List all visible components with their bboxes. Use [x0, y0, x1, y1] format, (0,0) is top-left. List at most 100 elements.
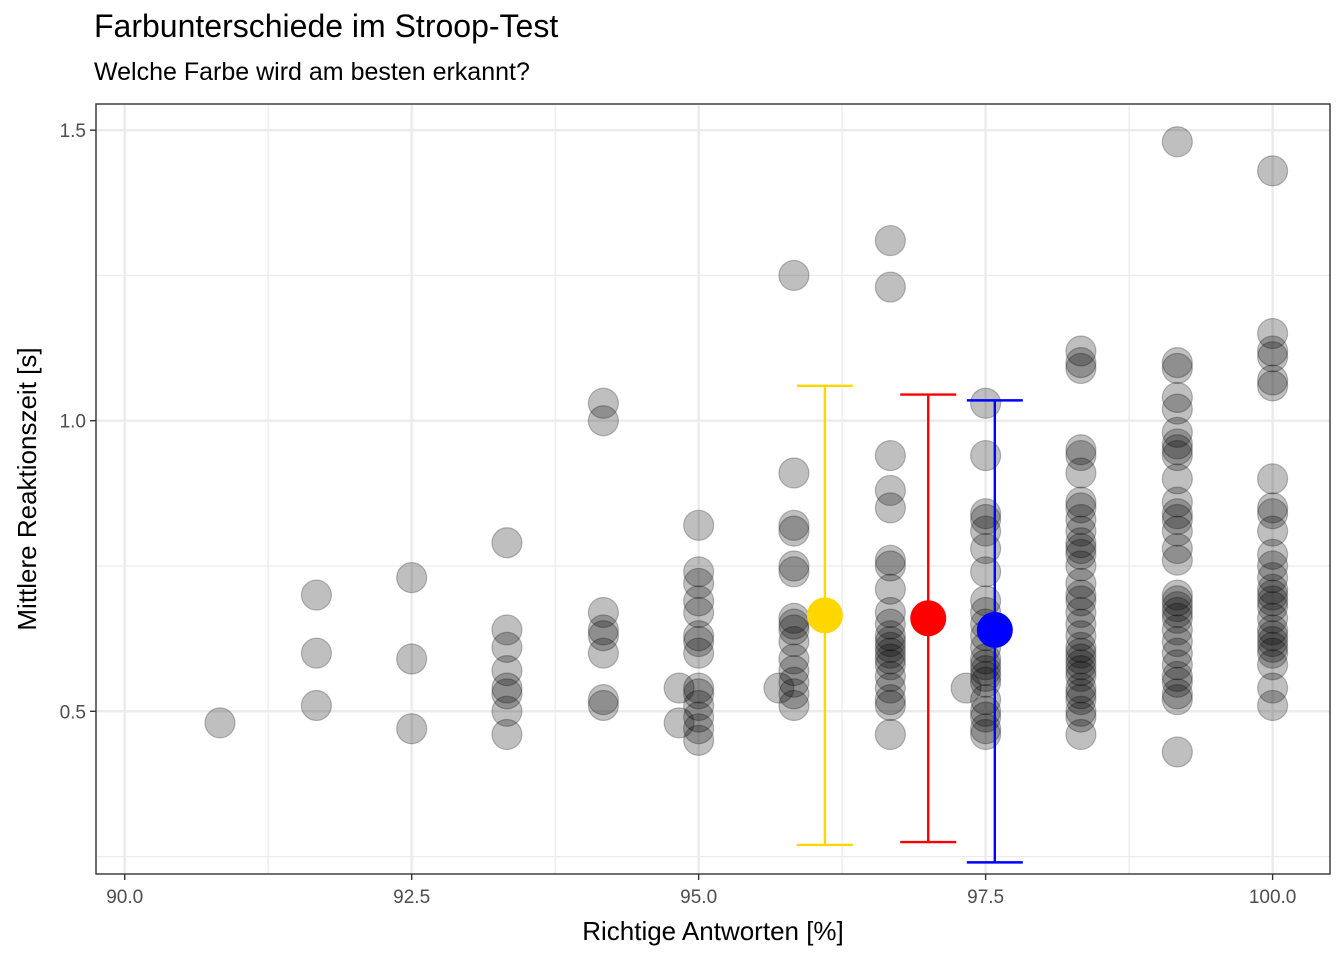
data-point: [683, 567, 715, 600]
data-point: [1065, 678, 1097, 710]
data-point: [1065, 620, 1097, 652]
data-point: [1257, 620, 1289, 652]
data-point: [874, 649, 906, 681]
y-tick-label: 1.0: [60, 412, 86, 433]
data-point: [1065, 567, 1097, 600]
data-point: [1161, 666, 1193, 698]
data-point: [683, 724, 715, 756]
mean-point: [910, 600, 947, 637]
mean-point: [806, 597, 843, 634]
data-point: [587, 596, 619, 629]
data-point: [1257, 463, 1289, 495]
data-point: [1065, 532, 1097, 565]
data-point: [1257, 538, 1289, 570]
data-point: [778, 608, 810, 640]
data-point: [1065, 660, 1097, 693]
data-point: [874, 620, 906, 652]
data-point: [950, 672, 982, 704]
data-point: [1257, 498, 1289, 530]
x-tick-label: 95.0: [680, 887, 717, 908]
data-point: [1161, 381, 1193, 414]
data-point: [1257, 364, 1289, 396]
data-point: [874, 684, 906, 716]
data-point: [663, 707, 695, 739]
chart-title: Farbunterschiede im Stroop-Test: [94, 8, 559, 44]
data-point: [874, 660, 906, 693]
data-point: [1161, 684, 1193, 716]
mean-point: [976, 611, 1013, 648]
data-point: [1161, 347, 1193, 379]
data-point: [1257, 579, 1289, 611]
data-point: [396, 713, 428, 745]
chart-subtitle: Welche Farbe wird am besten erkannt?: [94, 58, 530, 86]
data-point: [1257, 317, 1289, 350]
data-point: [396, 643, 428, 675]
data-point: [874, 643, 906, 675]
data-point: [683, 585, 715, 617]
data-point: [1161, 625, 1193, 658]
data-point: [874, 544, 906, 576]
data-point: [1161, 416, 1193, 448]
data-point: [874, 439, 906, 472]
data-point: [1161, 515, 1193, 547]
data-point: [1161, 649, 1193, 681]
data-point: [491, 718, 523, 751]
data-point: [1161, 352, 1193, 385]
x-tick-label: 97.5: [967, 887, 1004, 908]
data-point: [1161, 544, 1193, 576]
data-point: [683, 701, 715, 733]
data-point: [683, 689, 715, 722]
panel-border: [95, 103, 1331, 875]
data-point: [1065, 695, 1097, 727]
data-point: [1065, 643, 1097, 675]
data-point: [778, 689, 810, 722]
data-point: [1257, 672, 1289, 704]
x-tick-label: 100.0: [1249, 887, 1297, 908]
data-point: [1065, 585, 1097, 617]
data-point: [1065, 631, 1097, 663]
data-point: [587, 689, 619, 722]
grid-lines: [96, 104, 1330, 874]
data-point: [396, 562, 428, 594]
data-point: [778, 259, 810, 292]
data-point: [970, 439, 1002, 472]
data-point: [778, 457, 810, 489]
data-point: [1161, 532, 1193, 565]
data-point: [683, 637, 715, 669]
data-point: [1257, 573, 1289, 605]
data-point: [874, 474, 906, 507]
data-point: [1257, 370, 1289, 402]
x-axis-title: Richtige Antworten [%]: [582, 916, 844, 946]
data-point: [1065, 538, 1097, 570]
y-tick-label: 0.5: [60, 702, 86, 723]
y-tick-label: 1.5: [60, 121, 86, 142]
data-point: [1161, 660, 1193, 693]
data-point: [763, 672, 795, 704]
data-point: [1257, 625, 1289, 658]
data-point: [1065, 596, 1097, 629]
data-point: [1065, 503, 1097, 536]
data-point: [1257, 155, 1289, 187]
data-point: [1257, 341, 1289, 373]
data-point: [1257, 585, 1289, 617]
data-point: [1161, 439, 1193, 472]
data-point: [683, 713, 715, 745]
data-point: [874, 631, 906, 663]
data-point: [874, 492, 906, 524]
data-point: [1065, 492, 1097, 524]
data-point: [491, 527, 523, 559]
data-point: [970, 684, 1002, 716]
data-point: [1161, 486, 1193, 518]
data-points: [204, 126, 1289, 768]
data-point: [1065, 515, 1097, 547]
data-point: [874, 637, 906, 669]
data-point: [1065, 672, 1097, 704]
data-point: [1065, 718, 1097, 751]
data-point: [1065, 352, 1097, 385]
data-point: [1161, 736, 1193, 768]
data-point: [683, 672, 715, 704]
data-point: [1257, 515, 1289, 547]
data-point: [1065, 637, 1097, 669]
data-point: [1257, 492, 1289, 524]
